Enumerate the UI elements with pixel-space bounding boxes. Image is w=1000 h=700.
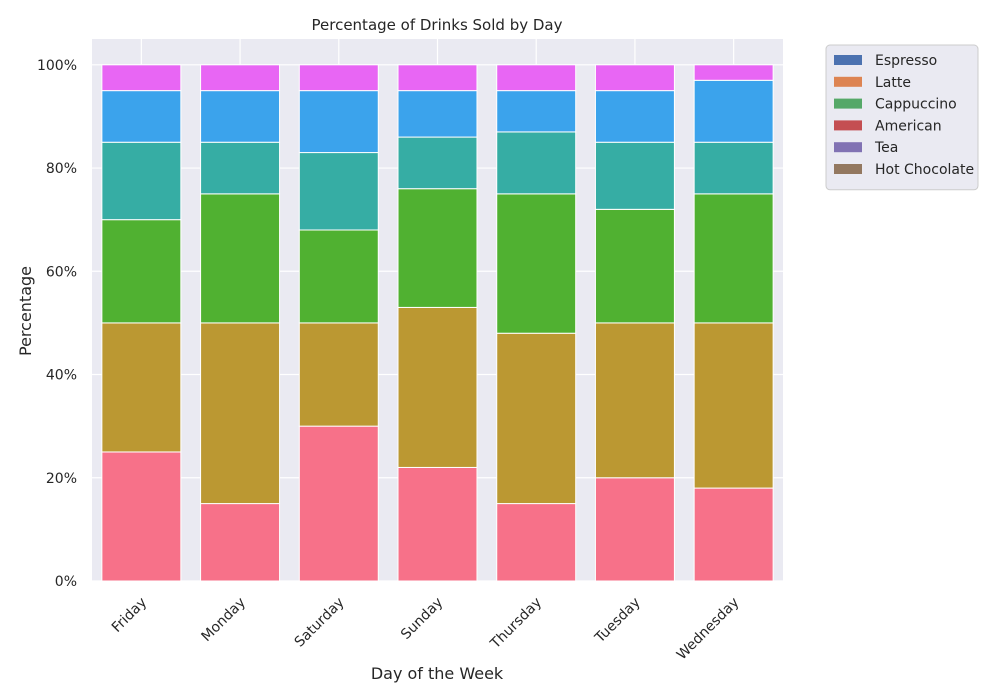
- bar-segment: [298, 64, 379, 92]
- y-tick-label: 80%: [46, 161, 77, 177]
- bar-segment: [496, 64, 577, 92]
- bar-segment: [496, 131, 577, 195]
- legend-label: Latte: [875, 75, 911, 91]
- x-tick-label: Thursday: [487, 595, 545, 653]
- bar-segment: [200, 503, 281, 582]
- legend-swatch: [834, 164, 862, 174]
- y-axis-ticks: 0% 20% 40% 60% 80% 100%: [37, 58, 77, 590]
- x-tick-label: Sunday: [398, 595, 446, 643]
- bar-segment: [200, 193, 281, 324]
- bar-segment: [200, 322, 281, 505]
- x-tick-label: Friday: [109, 595, 150, 636]
- y-tick-label: 100%: [37, 58, 77, 74]
- bar-segment: [496, 503, 577, 582]
- legend: Espresso Latte Cappuccino American Tea Hot Ch…: [825, 44, 979, 191]
- bar-segment: [101, 64, 182, 92]
- bar-segment: [397, 306, 478, 468]
- y-tick-label: 40%: [46, 368, 77, 384]
- bar-segment: [397, 188, 478, 308]
- bar-segment: [397, 136, 478, 190]
- legend-label: Tea: [874, 140, 898, 156]
- legend-swatch: [834, 98, 862, 109]
- bar-segment: [693, 193, 774, 324]
- legend-label: Hot Chocolate: [875, 162, 974, 178]
- bar-segment: [693, 322, 774, 489]
- x-tick-label: Wednesday: [674, 595, 743, 664]
- legend-swatch: [834, 120, 862, 131]
- x-tick-label: Monday: [198, 595, 248, 645]
- legend-swatch: [834, 142, 862, 153]
- bar-segment: [101, 90, 182, 143]
- bar-segment: [397, 466, 478, 582]
- bar-segment: [101, 219, 182, 324]
- legend-label: American: [875, 118, 942, 134]
- chart-title: Percentage of Drinks Sold by Day: [312, 16, 563, 34]
- bar-segment: [397, 90, 478, 138]
- bar-segment: [298, 152, 379, 231]
- x-tick-label: Saturday: [292, 595, 348, 651]
- bar-segment: [594, 141, 675, 210]
- x-tick-label: Tuesday: [591, 595, 643, 647]
- legend-label: Espresso: [875, 53, 937, 69]
- bar-segment: [101, 322, 182, 453]
- bar-segment: [101, 141, 182, 221]
- y-tick-label: 0%: [55, 574, 77, 590]
- bar-segment: [200, 64, 281, 92]
- bar-segment: [693, 64, 774, 81]
- y-tick-label: 20%: [46, 471, 77, 487]
- bar-segment: [298, 229, 379, 324]
- bar-segment: [496, 193, 577, 334]
- y-tick-label: 60%: [46, 264, 77, 280]
- bar-segment: [594, 208, 675, 324]
- bar-segment: [298, 425, 379, 582]
- bar-segment: [298, 90, 379, 154]
- bar-segment: [496, 332, 577, 505]
- bar-segment: [693, 141, 774, 195]
- bar-segment: [200, 90, 281, 143]
- bar-segment: [594, 64, 675, 92]
- legend-swatch: [834, 76, 862, 87]
- y-axis-label: Percentage: [16, 266, 35, 356]
- legend-swatch: [834, 55, 862, 65]
- bar-segment: [693, 487, 774, 582]
- bars: [101, 64, 774, 582]
- x-axis-ticks: Friday Monday Saturday Sunday Thursday Tuesda…: [109, 595, 743, 664]
- bar-segment: [496, 90, 577, 133]
- x-axis-label: Day of the Week: [371, 664, 504, 683]
- bar-segment: [101, 451, 182, 582]
- bar-segment: [693, 79, 774, 143]
- bar-segment: [594, 477, 675, 582]
- bar-segment: [594, 90, 675, 143]
- bar-segment: [594, 322, 675, 479]
- bar-segment: [397, 64, 478, 92]
- bar-segment: [200, 141, 281, 195]
- bar-segment: [298, 322, 379, 427]
- legend-frame: [825, 44, 979, 191]
- legend-label: Cappuccino: [875, 97, 957, 113]
